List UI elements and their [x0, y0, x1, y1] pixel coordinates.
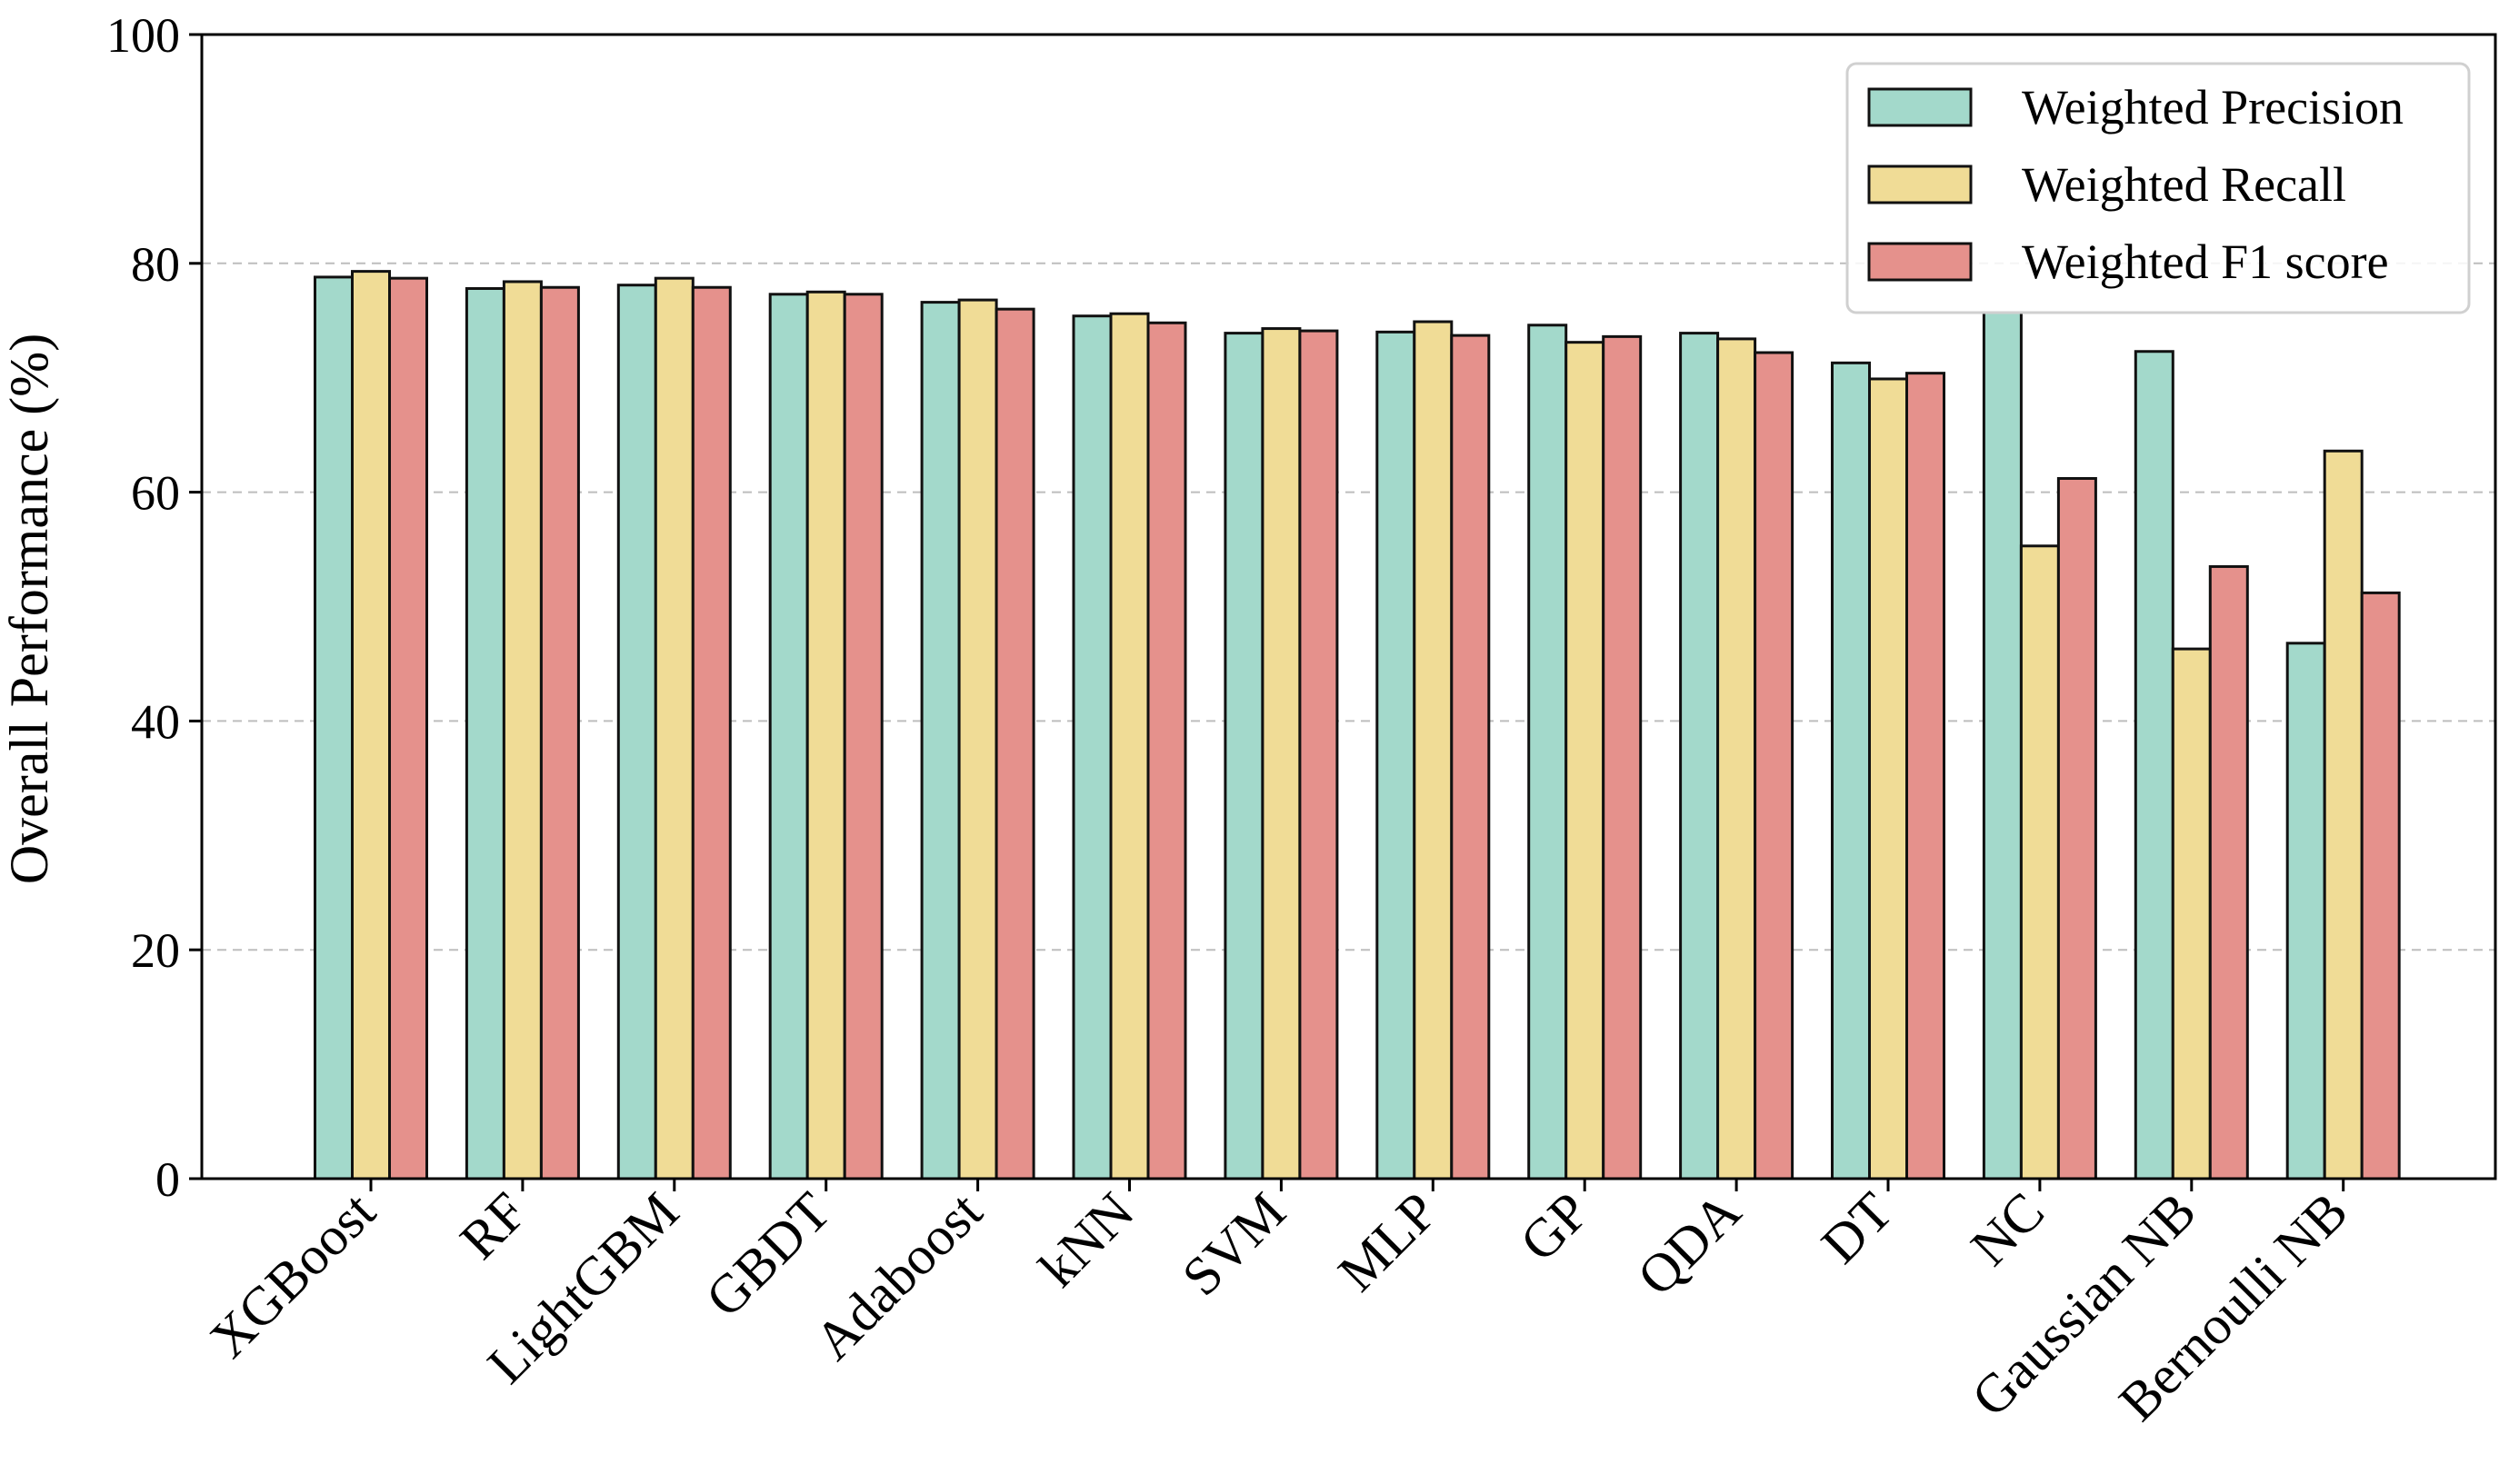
y-tick-label: 20 — [131, 923, 180, 978]
bar — [2360, 591, 2401, 1180]
x-tick-label: Adaboost — [803, 1180, 994, 1371]
bar — [1527, 324, 1568, 1180]
bar — [1831, 361, 1871, 1180]
x-tick-label: SVM — [1171, 1181, 1297, 1308]
x-tick-label: GBDT — [695, 1181, 842, 1329]
x-tick-label: GP — [1508, 1181, 1600, 1273]
bar — [1375, 330, 1416, 1180]
bar — [2019, 544, 2060, 1180]
gridlines — [202, 262, 2495, 951]
bar — [654, 276, 695, 1180]
x-tick-label: NC — [1959, 1181, 2055, 1278]
bar — [616, 284, 657, 1180]
bar — [768, 293, 809, 1180]
y-axis-title: Overall Performance (%) — [0, 334, 59, 884]
x-tick-label: QDA — [1626, 1181, 1753, 1308]
bar — [2285, 642, 2326, 1180]
bar — [2208, 564, 2249, 1180]
bar — [1261, 327, 1302, 1180]
bar — [2323, 449, 2364, 1180]
bar — [957, 298, 998, 1180]
bar — [805, 290, 846, 1180]
bar — [2134, 350, 2174, 1180]
legend-swatch — [1867, 242, 1973, 282]
bar — [388, 276, 428, 1180]
legend-label: Weighted F1 score — [2022, 234, 2389, 289]
bar — [1905, 372, 1945, 1180]
legend-label: Weighted Recall — [2022, 157, 2346, 212]
y-tick-label: 0 — [155, 1152, 180, 1207]
x-tick-label: RF — [449, 1181, 539, 1271]
bar — [2056, 476, 2097, 1180]
bar — [1868, 377, 1908, 1180]
bar — [465, 286, 505, 1180]
legend: Weighted Precision Weighted Recall Weighte… — [1845, 62, 2471, 314]
bar — [1679, 332, 1720, 1180]
bar — [539, 285, 580, 1180]
bar — [843, 293, 884, 1180]
bar — [314, 275, 354, 1180]
bar — [1072, 314, 1113, 1180]
bar — [1298, 329, 1339, 1180]
bar — [502, 280, 543, 1180]
x-tick-label: MLP — [1327, 1181, 1449, 1303]
bars — [314, 270, 2401, 1180]
bar — [995, 307, 1035, 1180]
bar — [1564, 341, 1605, 1180]
bar — [1109, 312, 1150, 1180]
bar — [1450, 334, 1491, 1180]
legend-box — [1845, 62, 2471, 314]
plot-frame — [200, 33, 2497, 1180]
bar — [1224, 332, 1264, 1180]
bar — [1413, 320, 1454, 1180]
y-tick-label: 80 — [131, 237, 180, 292]
y-tick-labels: 0 20 40 60 80 100 — [106, 8, 180, 1207]
x-tick-label: DT — [1810, 1181, 1904, 1275]
y-tick-label: 60 — [131, 466, 180, 521]
legend-swatch — [1867, 87, 1973, 127]
axes — [189, 33, 2497, 1191]
bar — [1146, 321, 1187, 1180]
bar — [691, 285, 732, 1180]
y-tick-label: 40 — [131, 694, 180, 749]
bar — [920, 301, 961, 1180]
bar — [351, 270, 391, 1180]
y-tick-label: 100 — [106, 8, 180, 63]
bar — [1754, 351, 1794, 1180]
bar — [1982, 311, 2023, 1180]
bar — [1602, 334, 1643, 1180]
legend-swatch — [1867, 164, 1973, 204]
x-tick-label: kNN — [1028, 1181, 1145, 1299]
x-tick-label: XGBoost — [198, 1180, 386, 1369]
bar — [2171, 647, 2212, 1180]
bar — [1716, 337, 1757, 1180]
legend-label: Weighted Precision — [2022, 80, 2404, 134]
